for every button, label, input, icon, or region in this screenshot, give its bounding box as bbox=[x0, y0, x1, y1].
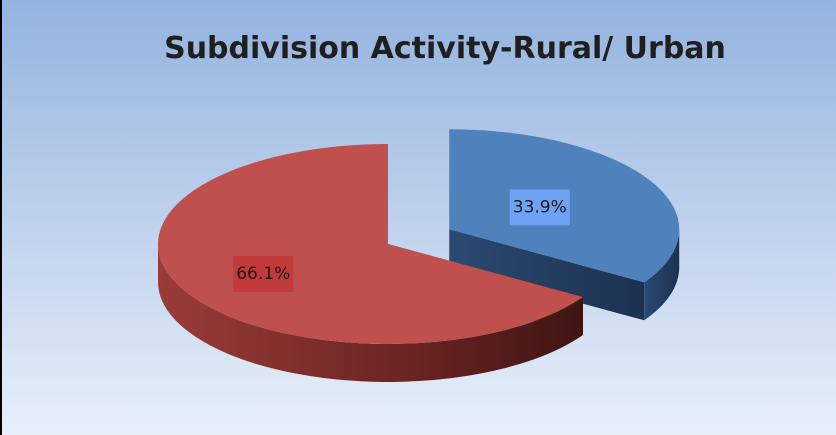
data-label: 66.1% bbox=[236, 264, 290, 284]
slice-side bbox=[449, 229, 645, 321]
data-label-box bbox=[509, 189, 570, 226]
slice-wall bbox=[157, 244, 583, 382]
slice bbox=[158, 144, 583, 344]
data-label: 33.9% bbox=[513, 197, 567, 217]
chart-title: Subdivision Activity-Rural/ Urban bbox=[164, 31, 726, 66]
data-label-box bbox=[233, 256, 294, 293]
slice-wall bbox=[644, 229, 680, 321]
pie: 33.9% 66.1% bbox=[157, 129, 680, 382]
